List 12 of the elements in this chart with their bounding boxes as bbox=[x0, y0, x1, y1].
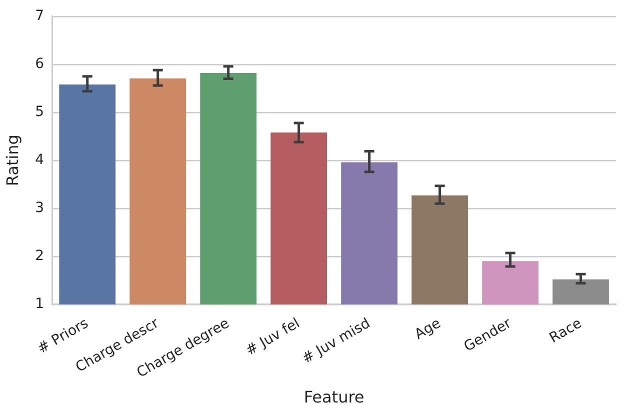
y-tick-label: 6 bbox=[35, 56, 44, 72]
x-axis-title: Feature bbox=[304, 388, 364, 407]
y-tick-label: 7 bbox=[35, 8, 44, 24]
x-tick-label: Race bbox=[546, 315, 585, 346]
x-tick-label: Age bbox=[412, 315, 444, 343]
y-tick-label: 1 bbox=[35, 296, 44, 312]
x-tick-label: # Juv fel bbox=[243, 315, 303, 359]
y-tick-label: 2 bbox=[35, 248, 44, 264]
y-tick-label: 5 bbox=[35, 104, 44, 120]
y-axis-title: Rating bbox=[2, 134, 22, 186]
y-tick-label: 3 bbox=[35, 200, 44, 216]
y-tick-label: 4 bbox=[35, 152, 44, 168]
